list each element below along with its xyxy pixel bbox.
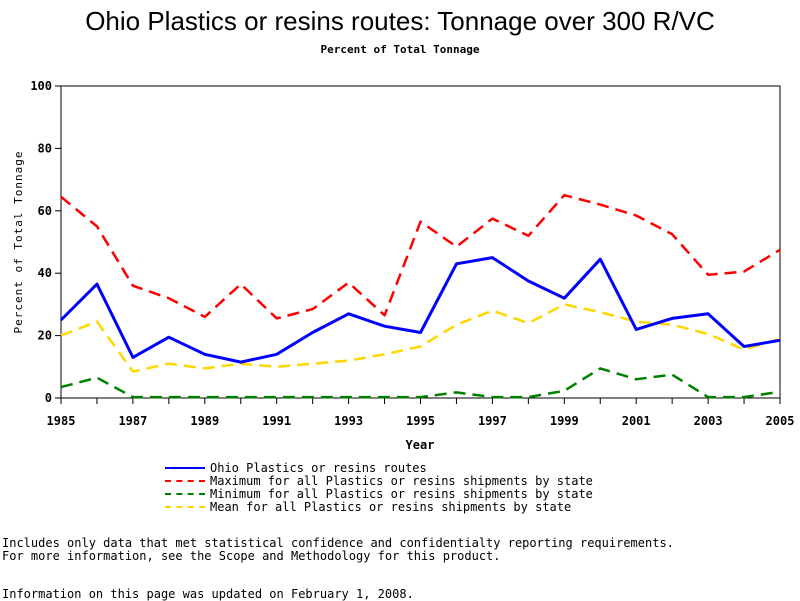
legend-swatch-ohio	[165, 466, 205, 469]
note-methodology: For more information, see the Scope and …	[2, 549, 501, 563]
legend-item-ohio: Ohio Plastics or resins routes	[165, 460, 593, 475]
x-axis-label: Year	[406, 438, 435, 452]
x-tick-label: 2003	[694, 414, 723, 428]
x-axis: 1985 1987 1989 1991 1993 1995 1997 1999 2001 2003…	[47, 398, 795, 428]
chart-title: Ohio Plastics or resins routes: Tonnage …	[85, 6, 715, 36]
legend: Ohio Plastics or resins routes Maximum f…	[165, 460, 593, 514]
y-tick-label: 80	[38, 141, 52, 155]
x-tick-label: 1987	[118, 414, 147, 428]
y-tick-label: 0	[45, 391, 52, 405]
x-tick-label: 1999	[550, 414, 579, 428]
legend-item-maximum: Maximum for all Plastics or resins shipm…	[165, 473, 593, 488]
x-tick-label: 1985	[47, 414, 76, 428]
x-tick-label: 1989	[190, 414, 219, 428]
x-tick-label: 1993	[334, 414, 363, 428]
series-line-ohio	[59, 256, 781, 364]
legend-swatch-mean	[165, 505, 205, 508]
x-tick-label: 1991	[262, 414, 291, 428]
note-updated: Information on this page was updated on …	[2, 587, 414, 601]
legend-label-maximum: Maximum for all Plastics or resins shipm…	[210, 473, 593, 488]
legend-item-mean: Mean for all Plastics or resins shipment…	[165, 499, 593, 514]
legend-swatch-maximum	[165, 479, 205, 482]
legend-label-ohio: Ohio Plastics or resins routes	[210, 460, 427, 475]
y-tick-label: 20	[38, 329, 52, 343]
x-tick-label: 2001	[622, 414, 651, 428]
legend-swatch-minimum	[165, 492, 205, 495]
x-tick-label: 1997	[478, 414, 507, 428]
series-group	[59, 193, 781, 399]
x-tick-label: 2005	[766, 414, 795, 428]
series-line-maximum	[60, 193, 781, 320]
chart-subtitle: Percent of Total Tonnage	[320, 43, 480, 56]
plot-frame	[60, 85, 781, 399]
y-tick-label: 100	[30, 79, 52, 93]
line-chart: 0 20 40 60 80 100 1985 1987 1989 1991 1993 1995 199…	[12, 79, 795, 452]
y-axis: 0 20 40 60 80 100	[30, 79, 61, 405]
x-tick-label: 1995	[406, 414, 435, 428]
legend-label-mean: Mean for all Plastics or resins shipment…	[210, 499, 572, 514]
note-confidentiality: Includes only data that met statistical …	[2, 536, 674, 550]
series-line-minimum	[60, 367, 781, 399]
series-line-mean	[60, 303, 781, 373]
y-tick-label: 40	[38, 266, 52, 280]
y-axis-label: Percent of Total Tonnage	[12, 151, 25, 334]
y-tick-label: 60	[38, 204, 52, 218]
legend-item-minimum: Minimum for all Plastics or resins shipm…	[165, 486, 593, 501]
legend-label-minimum: Minimum for all Plastics or resins shipm…	[210, 486, 593, 501]
